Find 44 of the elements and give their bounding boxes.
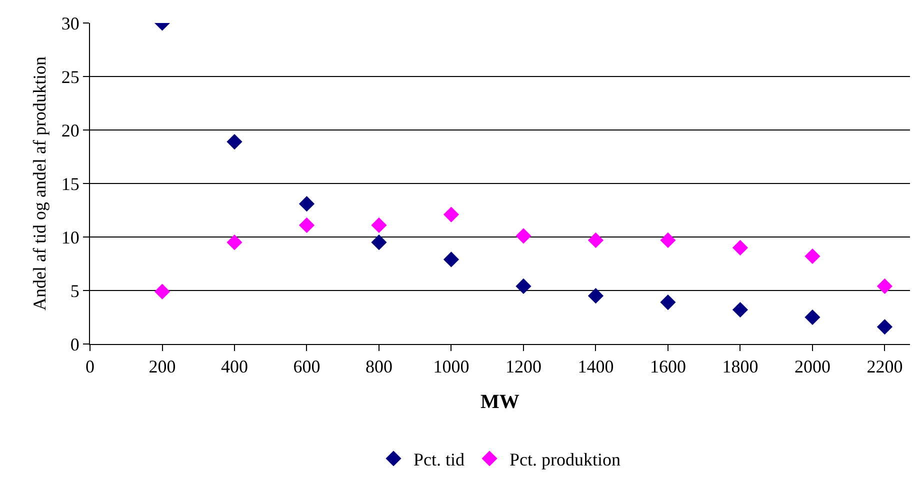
x-tick-label: 1000 <box>433 356 470 377</box>
y-tick-label: 0 <box>70 334 80 354</box>
point <box>804 248 820 264</box>
point <box>443 252 460 268</box>
point <box>804 309 820 326</box>
x-tick-label: 400 <box>220 356 248 377</box>
x-tick-label: 0 <box>86 356 94 377</box>
legend-label: Pct. produktion <box>510 450 621 470</box>
point <box>660 294 676 310</box>
x-axis-title: MW <box>480 391 520 414</box>
point <box>443 206 460 222</box>
y-tick-label: 10 <box>61 227 80 248</box>
point <box>732 240 748 256</box>
x-tick-label: 2200 <box>866 356 903 377</box>
point <box>298 196 315 212</box>
x-tick-label: 1200 <box>505 356 542 377</box>
x-tick-label: 1600 <box>650 356 686 377</box>
point <box>588 288 604 304</box>
point <box>660 232 676 248</box>
point <box>226 134 242 150</box>
point <box>371 217 387 234</box>
point <box>588 232 604 248</box>
y-tick-label: 30 <box>61 13 80 34</box>
x-tick-label: 1400 <box>578 356 614 377</box>
y-tick-label: 20 <box>61 120 80 140</box>
y-tick-label: 5 <box>70 280 80 301</box>
point <box>876 319 893 335</box>
point <box>371 234 387 250</box>
x-tick-label: 600 <box>293 356 320 377</box>
point <box>732 302 748 318</box>
point <box>516 278 532 294</box>
y-tick-label: 15 <box>61 174 80 194</box>
x-tick-label: 1800 <box>722 356 758 377</box>
y-axis-title: Andel af tid og andel af produktion <box>30 56 50 310</box>
point <box>516 228 532 244</box>
point <box>298 217 315 234</box>
x-tick-label: 200 <box>148 356 176 377</box>
x-tick-label: 2000 <box>794 356 830 377</box>
point <box>876 278 893 294</box>
y-tick-label: 25 <box>61 66 80 87</box>
x-tick-label: 800 <box>365 356 392 377</box>
legend-label: Pct. tid <box>414 450 465 470</box>
point <box>226 234 242 250</box>
point <box>154 284 170 300</box>
